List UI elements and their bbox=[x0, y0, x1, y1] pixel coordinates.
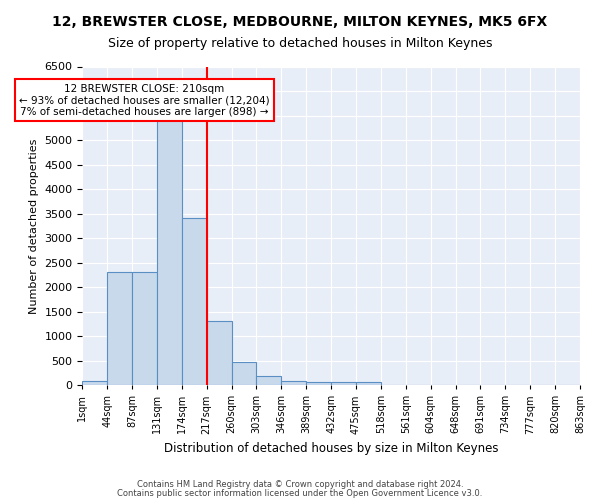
Text: 12 BREWSTER CLOSE: 210sqm
← 93% of detached houses are smaller (12,204)
7% of se: 12 BREWSTER CLOSE: 210sqm ← 93% of detac… bbox=[19, 84, 270, 117]
Bar bbox=[182, 218, 206, 385]
Bar bbox=[132, 272, 157, 385]
Y-axis label: Number of detached properties: Number of detached properties bbox=[29, 138, 39, 314]
Bar bbox=[82, 381, 107, 385]
Text: Size of property relative to detached houses in Milton Keynes: Size of property relative to detached ho… bbox=[108, 38, 492, 51]
Bar bbox=[107, 272, 132, 385]
Text: Contains HM Land Registry data © Crown copyright and database right 2024.: Contains HM Land Registry data © Crown c… bbox=[137, 480, 463, 489]
Bar bbox=[256, 376, 281, 385]
Bar bbox=[306, 382, 331, 385]
X-axis label: Distribution of detached houses by size in Milton Keynes: Distribution of detached houses by size … bbox=[164, 442, 499, 455]
Bar bbox=[206, 322, 232, 385]
Bar bbox=[331, 382, 356, 385]
Bar bbox=[281, 380, 306, 385]
Bar bbox=[356, 382, 381, 385]
Text: 12, BREWSTER CLOSE, MEDBOURNE, MILTON KEYNES, MK5 6FX: 12, BREWSTER CLOSE, MEDBOURNE, MILTON KE… bbox=[52, 15, 548, 29]
Bar bbox=[157, 120, 182, 385]
Text: Contains public sector information licensed under the Open Government Licence v3: Contains public sector information licen… bbox=[118, 488, 482, 498]
Bar bbox=[232, 362, 256, 385]
